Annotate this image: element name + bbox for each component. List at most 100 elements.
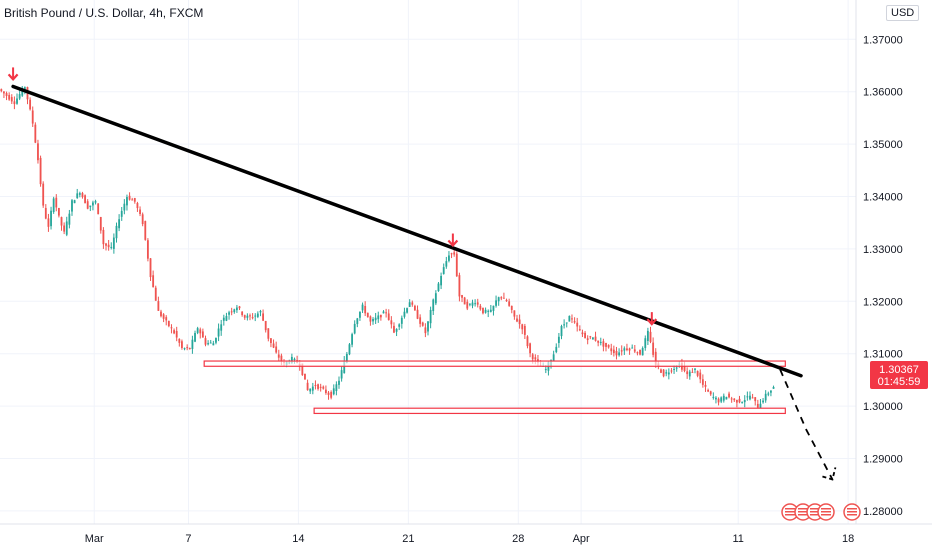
candle [516,314,518,323]
candle [382,310,385,314]
time-tick-label: 14 [292,533,304,545]
economic-events[interactable] [781,503,861,521]
candle [662,368,665,378]
candle [183,347,186,351]
currency-badge[interactable]: USD [886,5,920,21]
candle [626,343,628,352]
last-price-tag-bg [870,361,928,389]
candle [492,305,495,316]
candle [204,335,207,347]
candle [139,206,141,217]
candle [468,303,471,307]
candle [3,91,5,99]
candle [696,370,699,378]
candle [374,312,377,324]
candle [369,315,372,326]
candle [52,196,55,214]
candle [589,335,592,340]
candle [16,93,18,105]
candle [123,199,126,215]
candle [764,390,767,403]
candle [152,270,155,288]
candle [186,344,189,351]
candle [715,396,717,404]
candle [445,256,448,269]
price-tick-label: 1.36000 [863,87,903,99]
candle [759,398,762,409]
time-tick-label: 18 [842,533,854,545]
candle [584,330,586,339]
candle [133,197,136,204]
candle [500,296,503,301]
descending-trendline[interactable] [11,84,803,378]
candle [437,282,440,292]
candle [230,307,233,316]
candle [379,314,382,321]
candle [599,337,602,346]
candle [191,335,194,354]
candle [99,216,102,234]
candle [529,342,532,358]
candle [243,314,246,320]
symbol-title[interactable]: British Pound / U.S. Dollar, 4h, FXCM [4,6,204,20]
time-tick-label: 11 [732,533,743,545]
support-resistance-zone[interactable] [313,407,786,415]
candle [359,311,361,321]
candle [495,295,497,308]
candle [241,311,244,317]
candle [497,296,500,306]
candle [416,305,419,320]
candle [102,227,105,249]
candle [212,340,215,346]
us-flag-icon [843,503,861,521]
candle [76,188,79,199]
candle [639,349,641,356]
candle [157,296,160,311]
candle [434,290,437,306]
candle [717,397,720,406]
candle [228,310,230,320]
candle [254,313,257,322]
candle [160,309,162,318]
candle [408,299,411,307]
candle [555,343,558,354]
candle [262,309,264,322]
candle [406,307,408,314]
candle [18,90,21,101]
candle [327,390,330,400]
candle [207,340,210,346]
candle [167,320,170,328]
candle [620,345,623,356]
candle [646,327,649,345]
candle [209,339,212,344]
price-tick-label: 1.32000 [863,296,903,308]
projection-dashed-path[interactable] [779,369,834,480]
candle [377,311,380,323]
candle [162,313,165,323]
us-flag-icon [817,503,835,521]
candle [393,322,395,334]
candle [351,332,354,348]
candle [39,155,42,187]
candle [238,305,241,311]
candle [170,324,173,334]
candle [42,181,45,208]
candle [455,251,458,278]
candle [146,238,149,262]
time-tick-label: 28 [512,533,524,545]
candle [746,391,749,401]
candle [317,383,319,391]
candle [665,369,668,377]
candle [403,307,406,319]
candle [704,381,707,392]
price-tick-label: 1.35000 [863,139,903,151]
support-resistance-zone[interactable] [203,360,786,367]
candle [573,317,576,324]
candle [194,330,196,343]
candle [738,395,741,404]
time-tick-label: Mar [85,533,104,545]
candle [387,309,390,321]
candle [181,339,183,350]
candle [474,299,477,307]
